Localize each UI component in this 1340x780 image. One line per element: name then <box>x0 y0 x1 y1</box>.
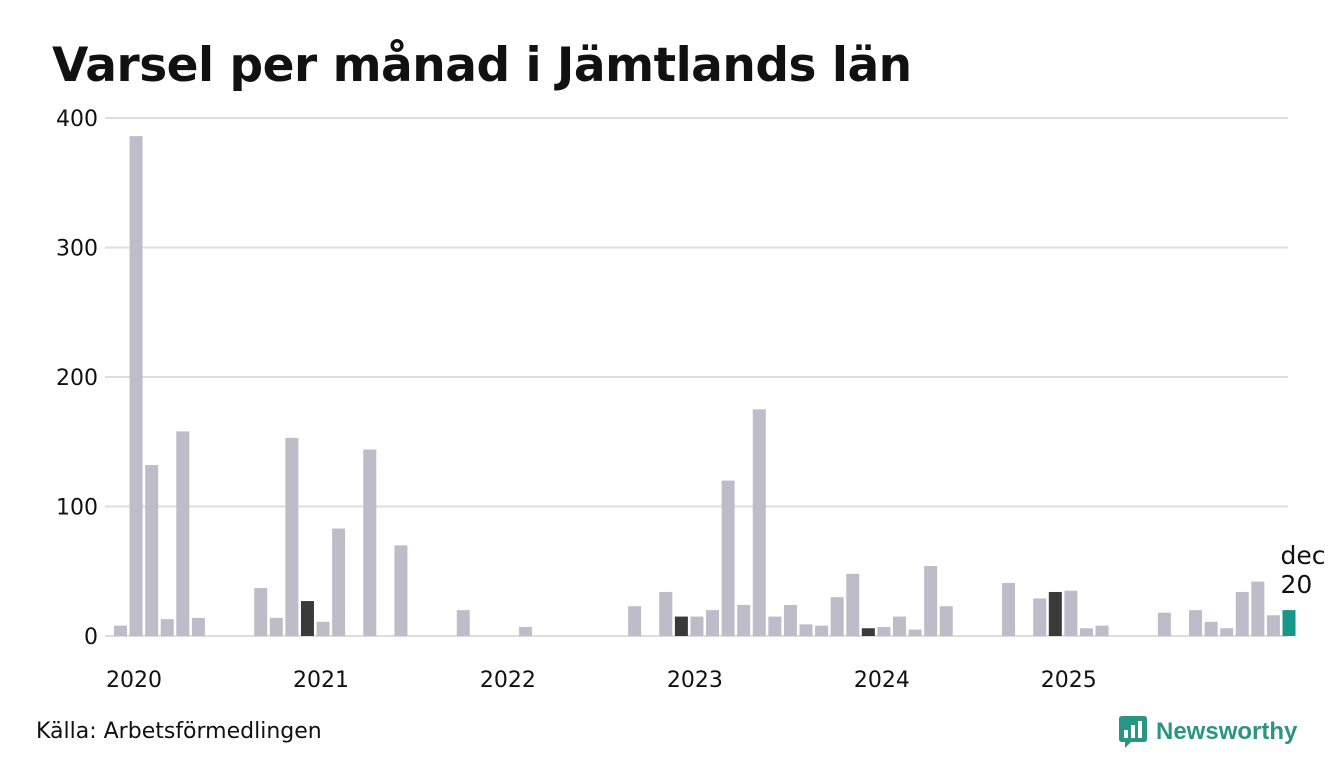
bar <box>394 545 408 636</box>
bar <box>893 616 906 636</box>
bar <box>908 629 922 636</box>
y-tick-label: 200 <box>56 366 98 391</box>
bar <box>176 431 190 636</box>
bar <box>1033 598 1047 636</box>
annotation-month: dec <box>1281 541 1326 570</box>
bar <box>456 610 470 636</box>
bar <box>145 465 159 636</box>
brand-name: Newsworthy <box>1156 718 1298 745</box>
y-tick-label: 400 <box>56 107 98 132</box>
bar <box>674 616 688 636</box>
bar <box>160 619 174 636</box>
y-tick-label: 300 <box>56 237 98 262</box>
bar <box>659 591 673 636</box>
bar <box>316 621 330 636</box>
bar <box>924 566 938 636</box>
bar <box>1235 591 1249 636</box>
y-axis-labels: 0 100 200 300 400 <box>56 107 98 650</box>
bar <box>254 588 268 636</box>
chart-title: Varsel per månad i Jämtlands län <box>52 38 912 93</box>
bar <box>300 601 314 636</box>
bar <box>269 617 283 636</box>
bar <box>1002 582 1016 636</box>
x-axis-labels: 2020 2021 2022 2023 2024 2025 <box>106 668 1097 693</box>
bar <box>783 604 797 636</box>
bar <box>191 617 205 636</box>
bar <box>129 136 143 636</box>
bar <box>737 604 751 636</box>
y-tick-label: 100 <box>56 496 98 521</box>
bar <box>1282 610 1296 636</box>
source-note: Källa: Arbetsförmedlingen <box>36 719 322 744</box>
x-tick-label: 2023 <box>667 668 723 693</box>
bar <box>690 616 704 636</box>
newsworthy-logo-icon <box>1119 716 1147 748</box>
bar <box>799 624 813 636</box>
y-tick-label: 0 <box>84 625 98 650</box>
brand[interactable]: Newsworthy <box>1118 714 1297 750</box>
bar <box>752 409 766 636</box>
bar <box>1079 628 1093 636</box>
bar <box>628 606 642 636</box>
bar <box>1251 581 1265 636</box>
bar <box>939 606 953 636</box>
bar <box>1220 628 1234 636</box>
bar <box>332 528 346 636</box>
bar <box>1204 621 1218 636</box>
gridlines <box>105 117 1288 637</box>
bar <box>1064 590 1078 636</box>
bar <box>1189 610 1203 636</box>
bar <box>861 628 875 636</box>
x-tick-label: 2022 <box>480 668 536 693</box>
bar <box>1095 625 1109 636</box>
bar-chart: 0 100 200 300 400 2020 2021 2022 2023 2024 2025 d… <box>56 107 1326 693</box>
bar <box>285 437 299 636</box>
bar <box>815 625 829 636</box>
bar <box>768 616 782 636</box>
bar <box>846 573 860 636</box>
bars <box>114 136 1296 636</box>
bar <box>830 597 844 636</box>
bar <box>1266 615 1280 636</box>
x-tick-label: 2021 <box>293 668 349 693</box>
bar <box>721 480 735 636</box>
bar <box>706 610 720 636</box>
x-tick-label: 2020 <box>106 668 162 693</box>
bar <box>1048 591 1062 636</box>
bar <box>1157 612 1171 636</box>
x-tick-label: 2025 <box>1041 668 1097 693</box>
x-tick-label: 2024 <box>854 668 910 693</box>
bar <box>363 449 377 636</box>
bar <box>519 626 533 636</box>
bar <box>114 625 127 636</box>
annotation-value: 20 <box>1281 570 1313 599</box>
bar <box>877 626 891 636</box>
